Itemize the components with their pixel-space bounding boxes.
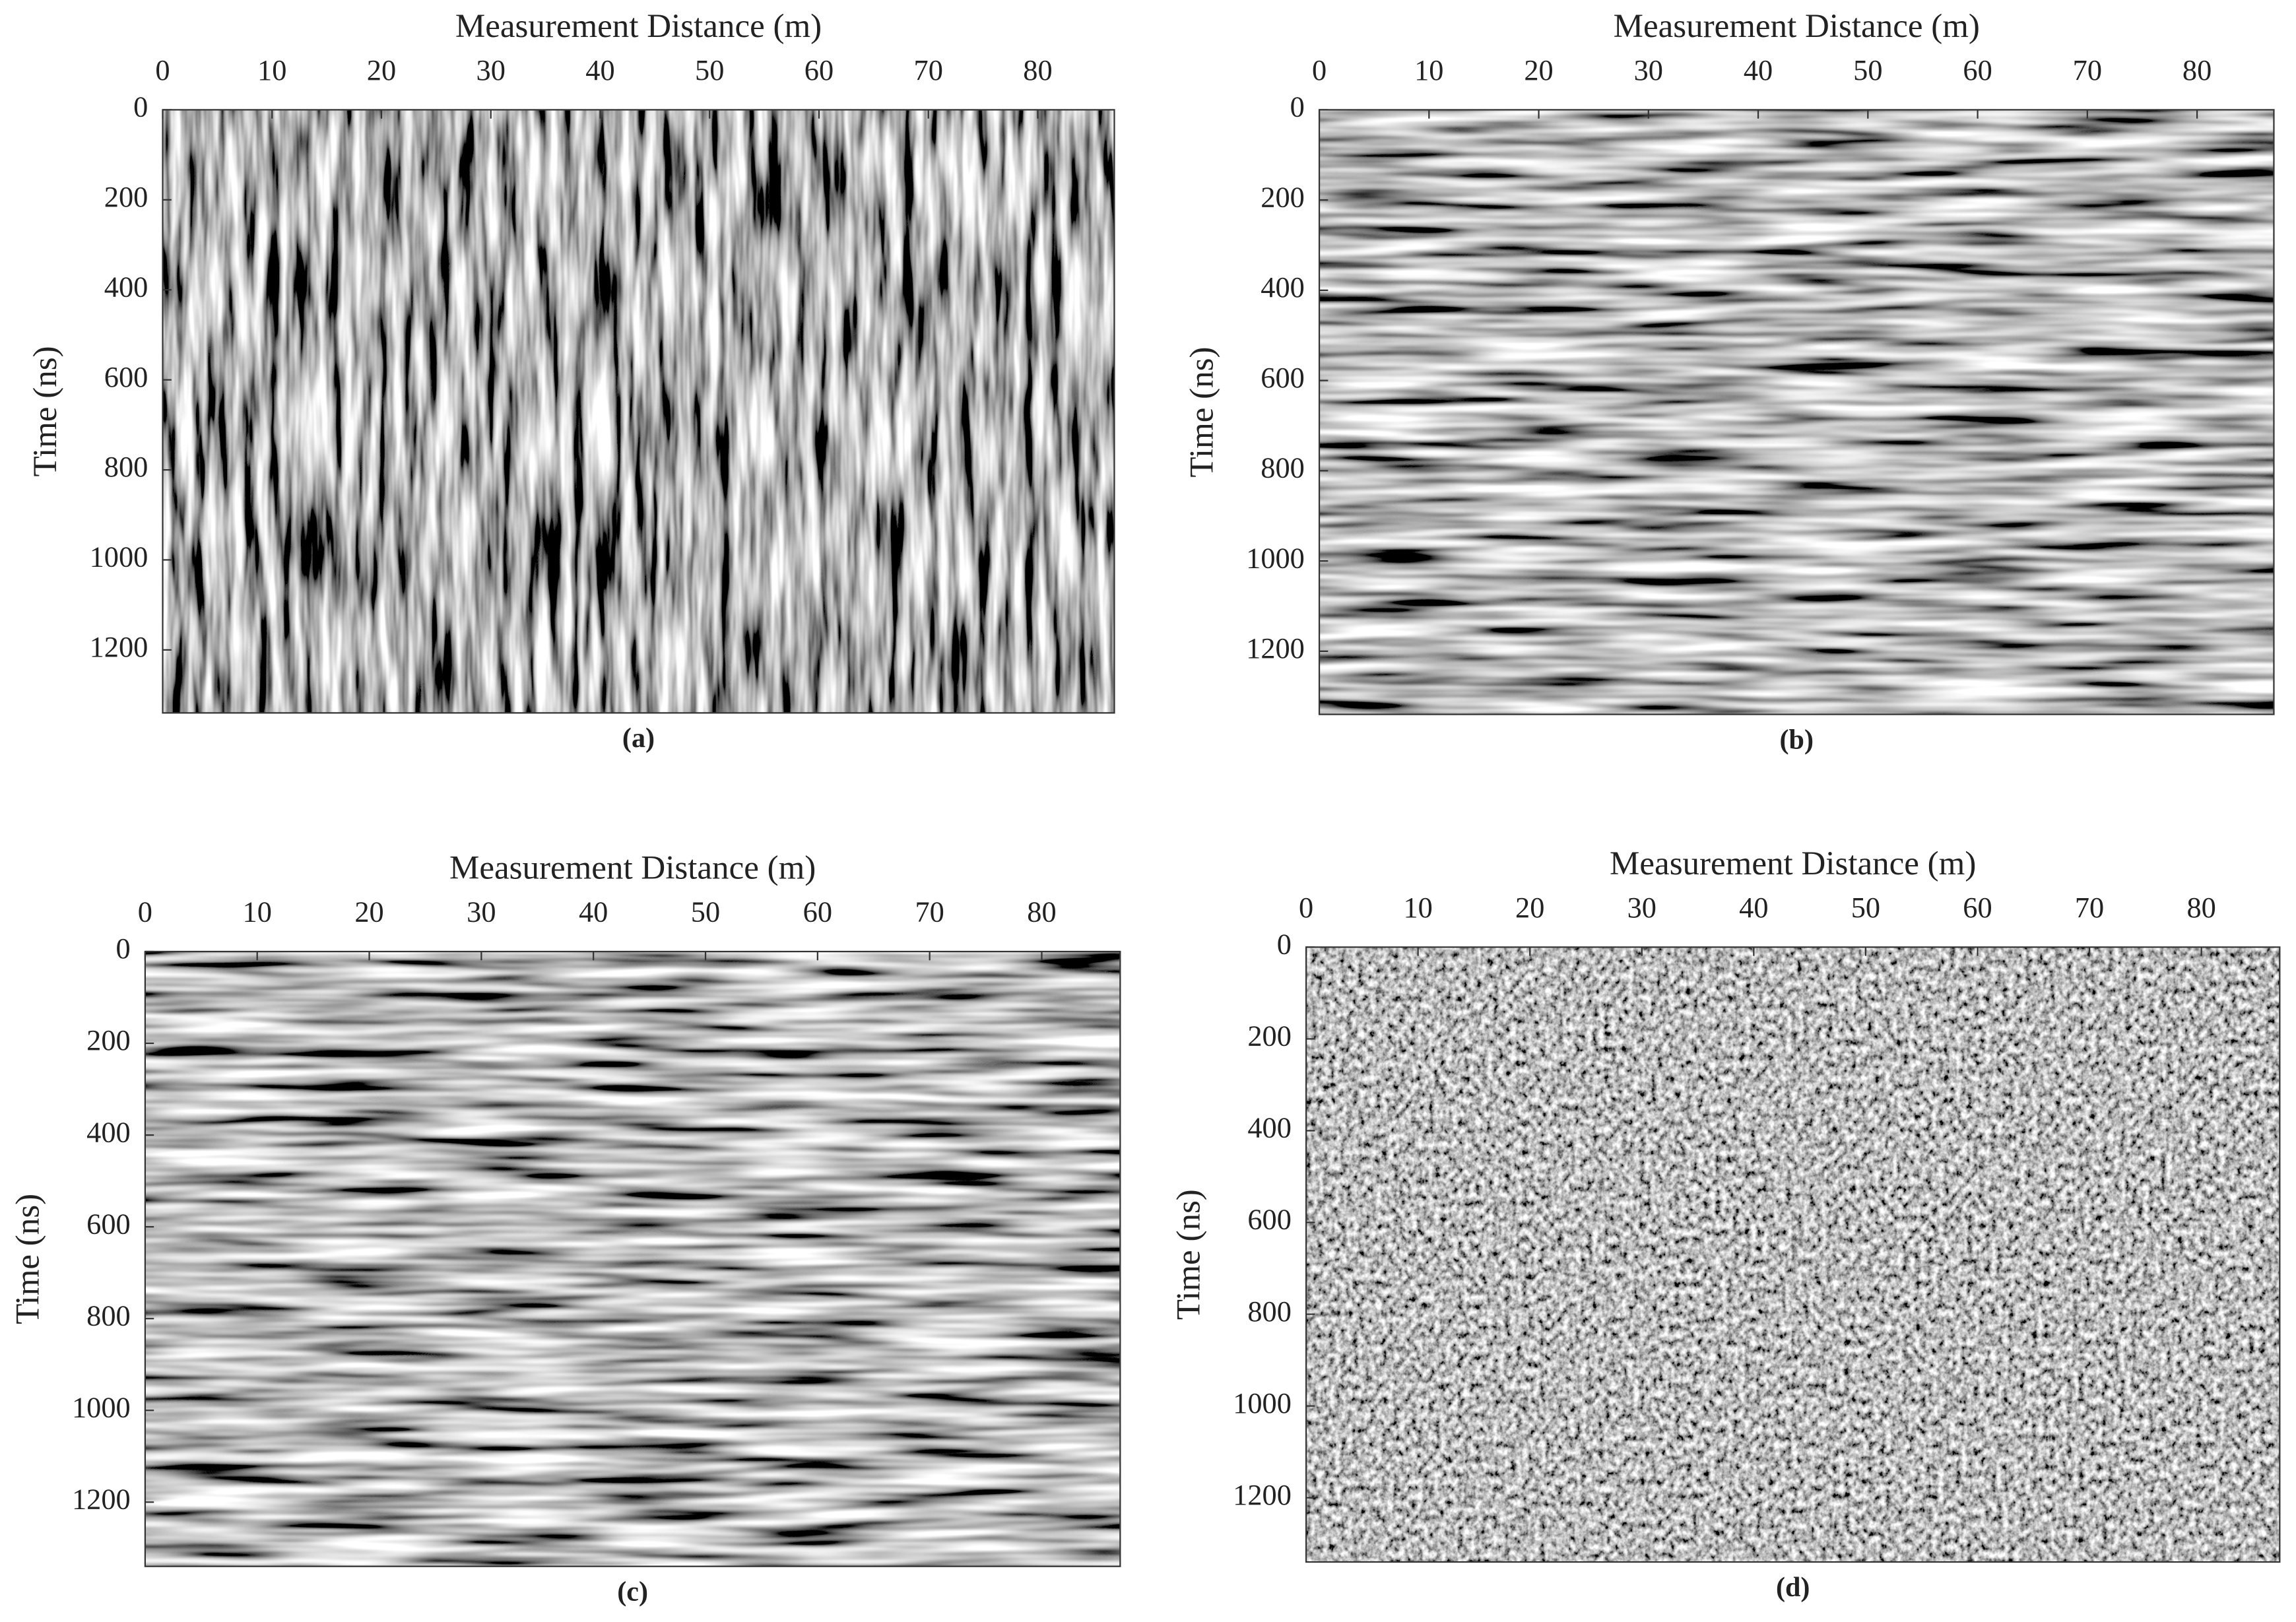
x-tick-label: 50 bbox=[1851, 891, 1880, 924]
radargram-image bbox=[145, 951, 1121, 1567]
plot-frame bbox=[144, 950, 1121, 1567]
y-tick-label: 0 bbox=[133, 90, 148, 123]
x-tick-label: 50 bbox=[691, 895, 720, 928]
panel-caption: (c) bbox=[617, 1576, 648, 1607]
y-tick-label: 1000 bbox=[90, 540, 148, 573]
x-axis-label: Measurement Distance (m) bbox=[449, 850, 816, 887]
panel-caption: (a) bbox=[622, 723, 655, 754]
y-tick-label: 800 bbox=[104, 450, 148, 483]
x-tick-label: 30 bbox=[467, 895, 496, 928]
y-tick-label: 800 bbox=[1247, 1295, 1292, 1328]
y-tick-label: 0 bbox=[116, 932, 131, 965]
x-tick-label: 30 bbox=[476, 53, 506, 86]
x-tick-label: 10 bbox=[1403, 891, 1432, 924]
x-tick-label: 60 bbox=[804, 53, 834, 86]
y-tick-label: 600 bbox=[1261, 361, 1305, 394]
x-tick-label: 60 bbox=[1963, 891, 1992, 924]
y-tick-label: 400 bbox=[1261, 271, 1305, 304]
x-tick-label: 40 bbox=[585, 53, 614, 86]
radargram-image bbox=[162, 110, 1115, 713]
x-tick-label: 20 bbox=[1515, 891, 1544, 924]
x-tick-label: 70 bbox=[914, 53, 943, 86]
y-tick-label: 1000 bbox=[72, 1390, 131, 1423]
y-axis-label: Time (ns) bbox=[10, 1194, 47, 1324]
x-axis-label: Measurement Distance (m) bbox=[1614, 8, 1980, 45]
x-tick-label: 60 bbox=[1963, 53, 1992, 86]
plot-frame bbox=[162, 109, 1115, 714]
x-axis-label: Measurement Distance (m) bbox=[455, 8, 822, 45]
panel-caption: (b) bbox=[1780, 724, 1814, 755]
y-axis-label: Time (ns) bbox=[27, 346, 64, 476]
y-tick-label: 200 bbox=[1247, 1020, 1292, 1053]
x-tick-label: 20 bbox=[1524, 53, 1553, 86]
y-tick-label: 600 bbox=[104, 360, 148, 393]
x-tick-label: 50 bbox=[695, 53, 724, 86]
y-tick-label: 1200 bbox=[1246, 632, 1305, 665]
x-tick-label: 70 bbox=[2075, 891, 2104, 924]
x-tick-label: 80 bbox=[2186, 891, 2215, 924]
x-tick-label: 20 bbox=[354, 895, 383, 928]
x-tick-label: 20 bbox=[367, 53, 396, 86]
x-tick-label: 30 bbox=[1634, 53, 1663, 86]
y-tick-label: 600 bbox=[86, 1207, 131, 1240]
x-tick-label: 0 bbox=[155, 53, 170, 86]
y-tick-label: 200 bbox=[1261, 180, 1305, 213]
x-tick-label: 10 bbox=[1414, 53, 1443, 86]
y-tick-label: 0 bbox=[1290, 90, 1305, 123]
x-axis-label: Measurement Distance (m) bbox=[1610, 845, 1976, 882]
x-tick-label: 30 bbox=[1627, 891, 1656, 924]
x-tick-label: 40 bbox=[579, 895, 608, 928]
y-tick-label: 800 bbox=[1261, 451, 1305, 484]
x-tick-label: 0 bbox=[1299, 891, 1313, 924]
x-tick-label: 40 bbox=[1744, 53, 1773, 86]
y-tick-label: 600 bbox=[1247, 1203, 1292, 1236]
x-tick-label: 70 bbox=[2073, 53, 2102, 86]
y-tick-label: 0 bbox=[1277, 927, 1292, 960]
x-tick-label: 80 bbox=[1027, 895, 1056, 928]
y-tick-label: 1200 bbox=[1233, 1478, 1292, 1511]
panel-caption: (d) bbox=[1776, 1572, 1810, 1603]
x-tick-label: 80 bbox=[1023, 53, 1052, 86]
x-tick-label: 0 bbox=[138, 895, 152, 928]
plot-frame bbox=[1305, 946, 2281, 1563]
y-tick-label: 400 bbox=[86, 1115, 131, 1148]
x-tick-label: 40 bbox=[1739, 891, 1768, 924]
y-tick-label: 800 bbox=[86, 1299, 131, 1332]
y-tick-label: 1000 bbox=[1246, 541, 1305, 574]
x-tick-label: 0 bbox=[1312, 53, 1327, 86]
plot-frame bbox=[1318, 109, 2275, 715]
y-tick-label: 200 bbox=[104, 180, 148, 213]
x-tick-label: 70 bbox=[915, 895, 944, 928]
y-axis-label: Time (ns) bbox=[1184, 346, 1221, 477]
x-tick-label: 80 bbox=[2182, 53, 2212, 86]
x-tick-label: 60 bbox=[803, 895, 832, 928]
y-axis-label: Time (ns) bbox=[1171, 1189, 1208, 1320]
x-tick-label: 50 bbox=[1853, 53, 1882, 86]
y-tick-label: 1000 bbox=[1233, 1386, 1292, 1419]
y-tick-label: 400 bbox=[1247, 1111, 1292, 1144]
y-tick-label: 400 bbox=[104, 270, 148, 303]
radargram-image bbox=[1319, 110, 2274, 715]
y-tick-label: 1200 bbox=[90, 630, 148, 663]
x-tick-label: 10 bbox=[243, 895, 272, 928]
radargram-image bbox=[1306, 947, 2280, 1563]
y-tick-label: 1200 bbox=[72, 1483, 131, 1516]
y-tick-label: 200 bbox=[86, 1023, 131, 1056]
x-tick-label: 10 bbox=[257, 53, 286, 86]
